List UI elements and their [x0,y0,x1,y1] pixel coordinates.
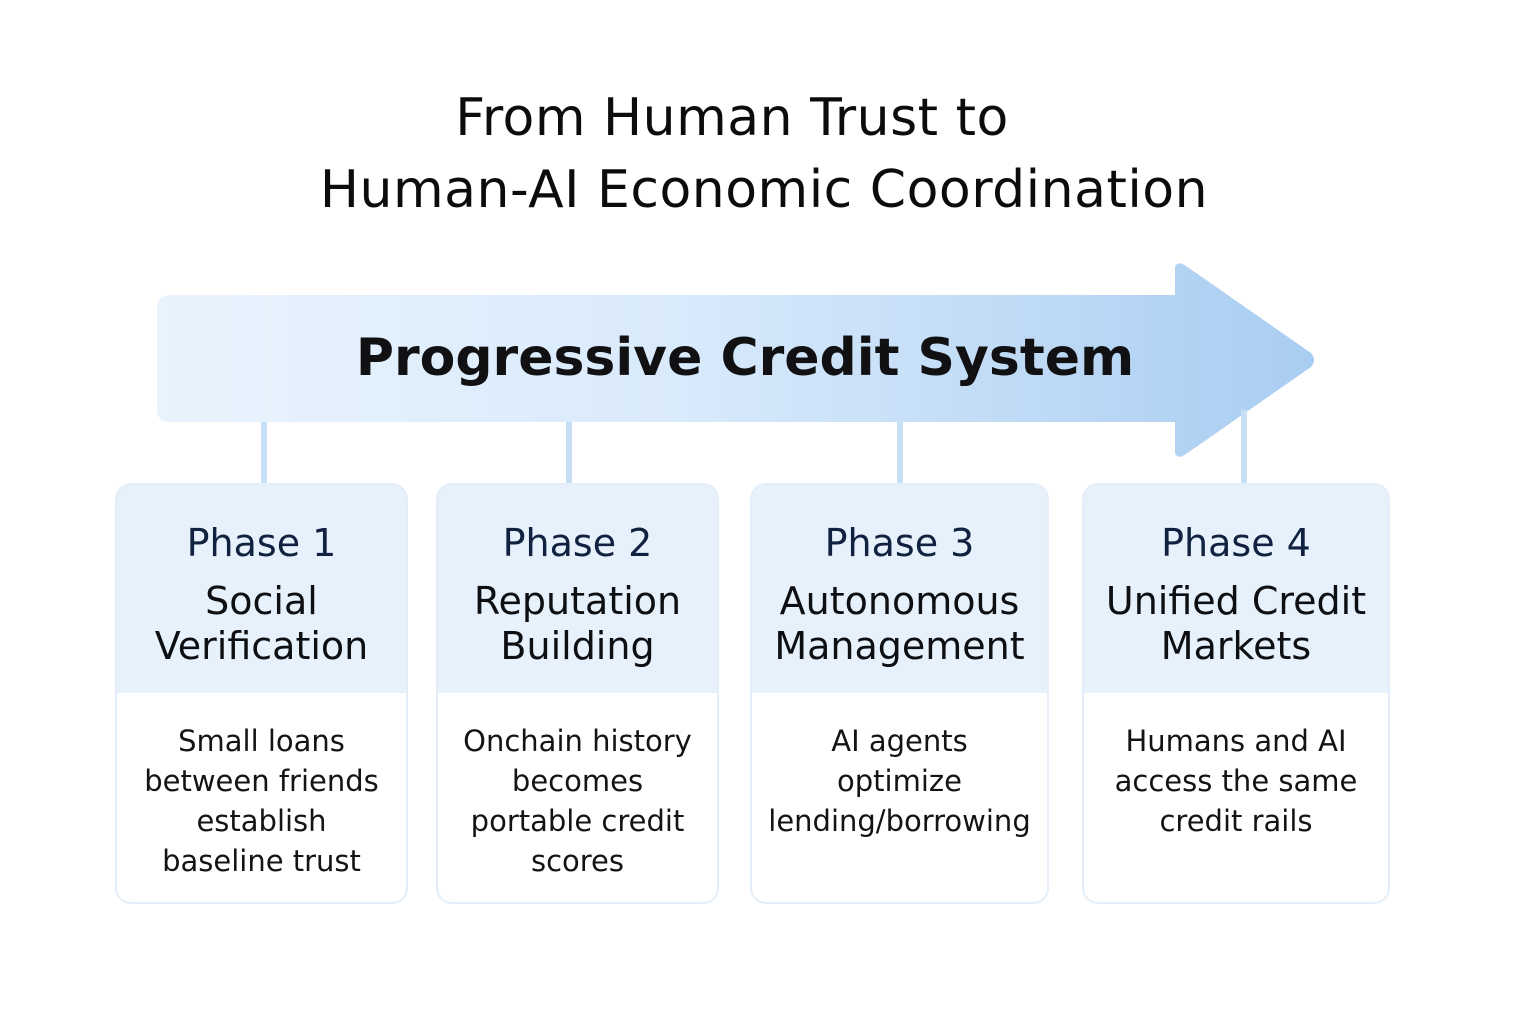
phase-title: Reputation Building [473,579,682,668]
phase-card-4: Phase 4 Unified Credit Markets Humans an… [1082,483,1390,904]
connector-line-phase-1 [261,422,267,484]
phase-card-1: Phase 1 Social Verification Small loans … [115,483,408,904]
phase-description: Small loans between friends establish ba… [144,724,379,878]
phase-description: AI agents optimize lending/borrowing [768,724,1031,838]
phase-card-header: Phase 2 Reputation Building [438,485,717,693]
phase-card-header: Phase 4 Unified Credit Markets [1084,485,1388,693]
phase-card-header: Phase 1 Social Verification [117,485,406,693]
phase-label: Phase 4 [1161,521,1311,565]
connector-line-phase-4 [1241,410,1247,484]
progress-arrow [157,263,1314,457]
phase-label: Phase 2 [502,521,653,565]
phase-title: Autonomous Management [774,579,1025,668]
phase-card-header: Phase 3 Autonomous Management [752,485,1047,693]
title-line-2: Human-AI Economic Coordination [319,160,1209,220]
phase-card-3: Phase 3 Autonomous Management AI agents … [750,483,1049,904]
phase-description: Onchain history becomes portable credit … [463,724,692,878]
connector-line-phase-3 [897,422,903,484]
phase-title: Unified Credit Markets [1105,579,1367,668]
phase-card-2: Phase 2 Reputation Building Onchain hist… [436,483,719,904]
phase-label: Phase 1 [186,521,337,565]
phase-title: Social Verification [154,579,369,668]
title-line-1: From Human Trust to [455,88,1009,148]
arrow-label: Progressive Credit System [355,328,1135,388]
phase-description: Humans and AI access the same credit rai… [1114,724,1358,838]
connector-line-phase-2 [566,422,572,484]
phase-label: Phase 3 [824,521,975,565]
